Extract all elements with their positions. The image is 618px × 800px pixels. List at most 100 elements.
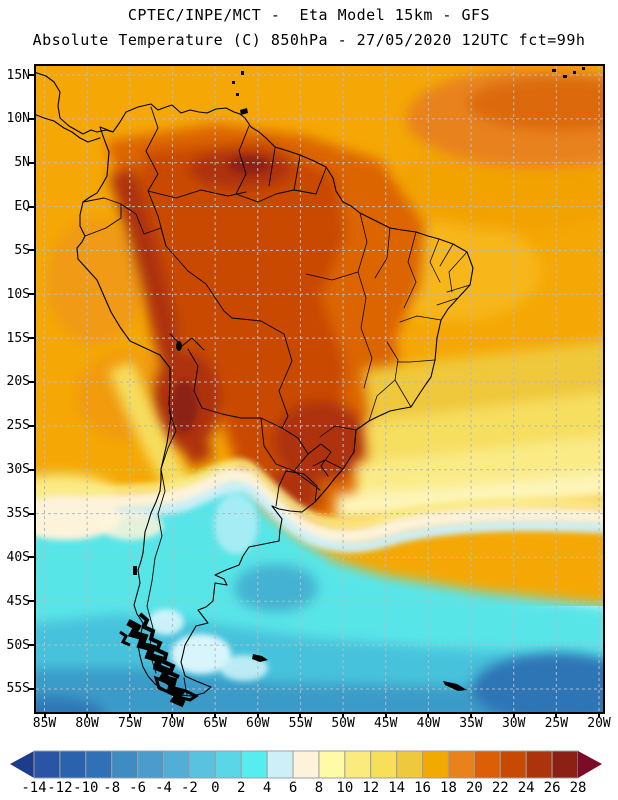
colorbar-tick-label: -8 xyxy=(103,780,121,796)
south-america-coastline xyxy=(76,103,474,697)
colorbar-cell xyxy=(214,750,242,779)
lake-titicaca xyxy=(176,341,182,351)
lat-label: 50S xyxy=(6,637,30,653)
colorbar-tick-label: 16 xyxy=(414,780,431,796)
lon-tick xyxy=(86,712,89,717)
lon-tick xyxy=(427,712,430,717)
colorbar-cell xyxy=(240,750,268,779)
lon-label: 35W xyxy=(459,716,483,731)
chart-title-line2: Absolute Temperature (C) 850hPa - 27/05/… xyxy=(32,31,586,49)
lon-label: 60W xyxy=(246,716,270,731)
lon-tick xyxy=(598,712,600,717)
colorbar-tick-label: 6 xyxy=(288,780,298,796)
colorbar-cell xyxy=(85,750,113,779)
colorbar-tick-label: -10 xyxy=(73,780,99,796)
lat-label: 55S xyxy=(6,681,30,697)
falkland-islands xyxy=(252,654,268,662)
colorbar-cell xyxy=(111,750,139,779)
lat-tick xyxy=(28,600,34,603)
colorbar-cell xyxy=(422,750,449,779)
colorbar-cell xyxy=(59,750,87,779)
lon-tick xyxy=(128,712,131,717)
latitude-grid-lines xyxy=(36,74,603,690)
lon-tick xyxy=(299,712,302,717)
lon-label: 75W xyxy=(118,716,142,731)
colorbar-tick-label: 8 xyxy=(314,780,324,796)
colorbar-cell xyxy=(163,750,190,779)
lon-label: 20W xyxy=(587,716,611,731)
colorbar-tick-label: 28 xyxy=(569,780,587,796)
lat-label: 25S xyxy=(6,418,30,434)
lat-label: 10S xyxy=(6,286,30,302)
colorbar-tick-label: -4 xyxy=(155,780,172,796)
chiloe-island xyxy=(133,566,137,575)
colorbar-cell xyxy=(525,750,553,779)
lon-label: 80W xyxy=(75,716,99,731)
colorbar-cell xyxy=(396,750,424,779)
colorbar-cell xyxy=(188,750,216,779)
colorbar-tick-label: 4 xyxy=(262,780,272,796)
lat-label: 20S xyxy=(6,374,30,390)
lat-label: 40S xyxy=(6,549,30,565)
lon-label: 40W xyxy=(416,716,441,731)
lon-tick xyxy=(555,712,558,717)
colorbar-tick-label: -12 xyxy=(47,780,73,796)
colorbar-tick-label: 26 xyxy=(543,780,561,796)
lat-tick xyxy=(28,380,34,383)
lat-label: EQ xyxy=(14,199,30,215)
lat-label: 35S xyxy=(6,506,30,522)
lat-label: 30S xyxy=(6,462,30,478)
colorbar-cell xyxy=(137,750,165,779)
colorbar-cell xyxy=(551,750,579,779)
colorbar-below-range-arrow xyxy=(10,751,34,778)
colorbar-cell xyxy=(292,750,320,779)
colorbar-tick-label: 20 xyxy=(465,780,483,796)
colorbar-tick-label: 12 xyxy=(362,780,380,796)
lat-label: 15S xyxy=(6,330,30,346)
colorbar-cell xyxy=(344,750,372,779)
lat-tick xyxy=(28,337,34,340)
lon-label: 65W xyxy=(203,716,227,731)
colorbar-tick-label: 24 xyxy=(517,780,535,796)
colorbar-tick-label: 10 xyxy=(336,780,354,796)
lon-label: 85W xyxy=(32,716,57,731)
lon-tick xyxy=(470,712,473,717)
lat-tick xyxy=(28,249,34,252)
lat-label: 10N xyxy=(6,111,30,127)
colorbar xyxy=(10,750,602,779)
cape-verde-island xyxy=(563,75,567,78)
lon-label: 45W xyxy=(373,716,398,731)
antilles-island xyxy=(241,71,244,75)
lon-tick xyxy=(214,712,217,717)
lat-label: 15N xyxy=(6,67,30,83)
colorbar-tick-label: -6 xyxy=(129,780,147,796)
lon-tick xyxy=(256,712,259,717)
colorbar-tick-label: -14 xyxy=(21,780,47,796)
cape-verde-island xyxy=(552,69,556,72)
colorbar-tick-label: -2 xyxy=(180,780,198,796)
lon-label: 50W xyxy=(331,716,355,731)
cape-verde-island xyxy=(582,67,585,70)
colorbar-tick-label: 18 xyxy=(440,780,457,796)
lat-tick xyxy=(28,74,34,76)
lat-tick xyxy=(28,205,34,208)
colorbar-tick-label: 2 xyxy=(237,780,246,796)
lon-tick xyxy=(171,712,174,717)
cape-verde-island xyxy=(573,71,576,74)
islands-and-lakes xyxy=(133,67,585,691)
lat-label: 5N xyxy=(14,155,30,171)
colorbar-cell xyxy=(318,750,346,779)
colorbar-cell xyxy=(266,750,294,779)
lon-tick xyxy=(342,712,345,717)
state-borders xyxy=(305,212,471,470)
lat-tick xyxy=(28,468,34,471)
colorbar-tick-label: 22 xyxy=(491,780,509,796)
colorbar-cell xyxy=(499,750,527,779)
antilles-island xyxy=(236,93,239,96)
lon-label: 25W xyxy=(544,716,569,731)
trinidad-island xyxy=(240,108,248,115)
lat-tick xyxy=(28,644,34,647)
colorbar-cell xyxy=(447,750,475,779)
patagonia-fjords xyxy=(119,612,199,708)
lat-tick xyxy=(28,117,34,120)
